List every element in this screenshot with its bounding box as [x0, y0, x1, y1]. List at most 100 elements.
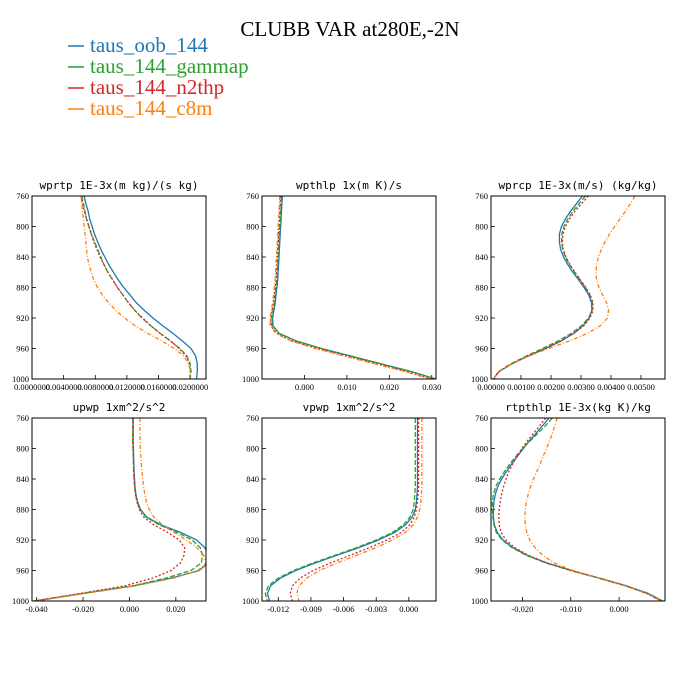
chart-panel: vpwp 1xm^2/s^2 760 800 840 880 920 960 1000 -0.0… [242, 401, 437, 614]
plot-frame [490, 195, 666, 380]
legend-label: taus_oob_144 [90, 33, 208, 57]
y-tick-label: 1000 [242, 596, 259, 606]
series-line [271, 196, 436, 379]
y-tick-label: 880 [475, 283, 488, 293]
y-tick-label: 960 [246, 344, 259, 354]
y-tick-label: 920 [475, 535, 488, 545]
plot-frame [490, 417, 666, 602]
y-tick-label: 760 [475, 191, 488, 201]
plot-frame [261, 195, 437, 380]
series-line [492, 196, 636, 379]
y-tick-label: 1000 [471, 596, 488, 606]
y-tick-label: 880 [16, 283, 29, 293]
series-line [491, 418, 662, 601]
x-tick-label: -0.010 [560, 604, 582, 614]
legend: taus_oob_144taus_144_gammaptaus_144_n2th… [68, 33, 249, 120]
series-line [296, 418, 423, 601]
panel-title: wprtp 1E-3x(m kg)/(s kg) [40, 179, 199, 192]
series-line [270, 196, 432, 379]
panel-title: vpwp 1xm^2/s^2 [303, 401, 396, 414]
y-tick-label: 960 [16, 566, 29, 576]
chart-panel: rtpthlp 1E-3x(kg K)/kg 760 800 840 880 920 960… [471, 401, 666, 614]
y-tick-label: 920 [246, 535, 259, 545]
series-line [264, 418, 416, 601]
chart-panel: upwp 1xm^2/s^27608008408809209601000-0.0… [12, 401, 207, 614]
series-line [498, 418, 662, 601]
plot-frame [31, 417, 207, 602]
series-line [266, 418, 419, 601]
x-tick-label: 0.020 [166, 604, 185, 614]
chart-panel: wprtp 1E-3x(m kg)/(s kg) 760 800 840 880 920 9… [12, 179, 208, 392]
y-tick-label: 880 [16, 505, 29, 515]
y-tick-label: 1000 [12, 374, 29, 384]
x-tick-label: 0.00500 [627, 382, 655, 392]
x-tick-label: 0.00400 [597, 382, 625, 392]
y-tick-label: 960 [475, 344, 488, 354]
y-tick-label: 800 [475, 222, 488, 232]
x-tick-label: 0.000 [610, 604, 629, 614]
series-line [36, 418, 206, 601]
x-tick-label: 0.00300 [567, 382, 595, 392]
x-tick-label: 0.000 [120, 604, 139, 614]
y-tick-label: 880 [246, 505, 259, 515]
series-line [34, 418, 204, 601]
x-tick-label: 0.0160000 [140, 382, 176, 392]
y-tick-label: 920 [246, 313, 259, 323]
x-tick-label: -0.012 [267, 604, 289, 614]
series-line [271, 196, 436, 379]
x-tick-label: 0.00100 [507, 382, 535, 392]
y-tick-label: 920 [475, 313, 488, 323]
y-tick-label: 840 [246, 474, 259, 484]
x-tick-label: 0.0120000 [109, 382, 145, 392]
series-line [34, 418, 186, 601]
legend-label: taus_144_gammap [90, 54, 249, 78]
y-tick-label: 760 [16, 413, 29, 423]
legend-label: taus_144_c8m [90, 96, 212, 120]
series-line [492, 196, 594, 379]
y-tick-label: 760 [246, 191, 259, 201]
plot-frame [31, 195, 207, 380]
x-tick-label: -0.003 [365, 604, 387, 614]
chart-title: CLUBB VAR at280E,-2N [240, 17, 459, 41]
x-tick-label: 0.00000 [477, 382, 505, 392]
y-tick-label: 800 [246, 444, 259, 454]
x-tick-label: 0.0040000 [46, 382, 82, 392]
series-line [269, 196, 430, 379]
y-tick-label: 960 [246, 566, 259, 576]
x-tick-label: 0.0080000 [77, 382, 113, 392]
panel-title: upwp 1xm^2/s^2 [73, 401, 166, 414]
x-tick-label: 0.000 [295, 382, 314, 392]
panel-title: wprcp 1E-3x(m/s) (kg/kg) [499, 179, 658, 192]
x-tick-label: 0.020 [380, 382, 399, 392]
y-tick-label: 840 [16, 474, 29, 484]
plot-frame [261, 417, 437, 602]
y-tick-label: 960 [475, 566, 488, 576]
legend-label: taus_144_n2thp [90, 75, 224, 99]
y-tick-label: 1000 [12, 596, 29, 606]
y-tick-label: 840 [16, 252, 29, 262]
chart-panel: wpthlp 1x(m K)/s 760 800 840 880 920 960 1000 0.… [242, 179, 441, 392]
series-line [524, 418, 662, 601]
x-tick-label: -0.020 [511, 604, 533, 614]
y-tick-label: 760 [475, 413, 488, 423]
panels-grid: wprtp 1E-3x(m kg)/(s kg) 760 800 840 880 920 9… [12, 179, 666, 614]
y-tick-label: 760 [246, 413, 259, 423]
y-tick-label: 840 [475, 474, 488, 484]
y-tick-label: 1000 [242, 374, 259, 384]
x-tick-label: 0.030 [422, 382, 441, 392]
y-tick-label: 960 [16, 344, 29, 354]
y-tick-label: 1000 [471, 374, 488, 384]
chart-panel: wprcp 1E-3x(m/s) (kg/kg) 760 800 840 880 920 9… [471, 179, 666, 392]
x-tick-label: 0.010 [337, 382, 356, 392]
series-line [81, 196, 192, 379]
x-tick-label: 0.00200 [537, 382, 565, 392]
y-tick-label: 800 [16, 222, 29, 232]
series-line [492, 196, 593, 379]
x-tick-label: 0.0000000 [14, 382, 50, 392]
x-tick-label: 0.0200000 [172, 382, 208, 392]
x-tick-label: -0.020 [72, 604, 94, 614]
y-tick-label: 800 [475, 444, 488, 454]
series-line [289, 418, 420, 601]
series-line [80, 196, 191, 379]
